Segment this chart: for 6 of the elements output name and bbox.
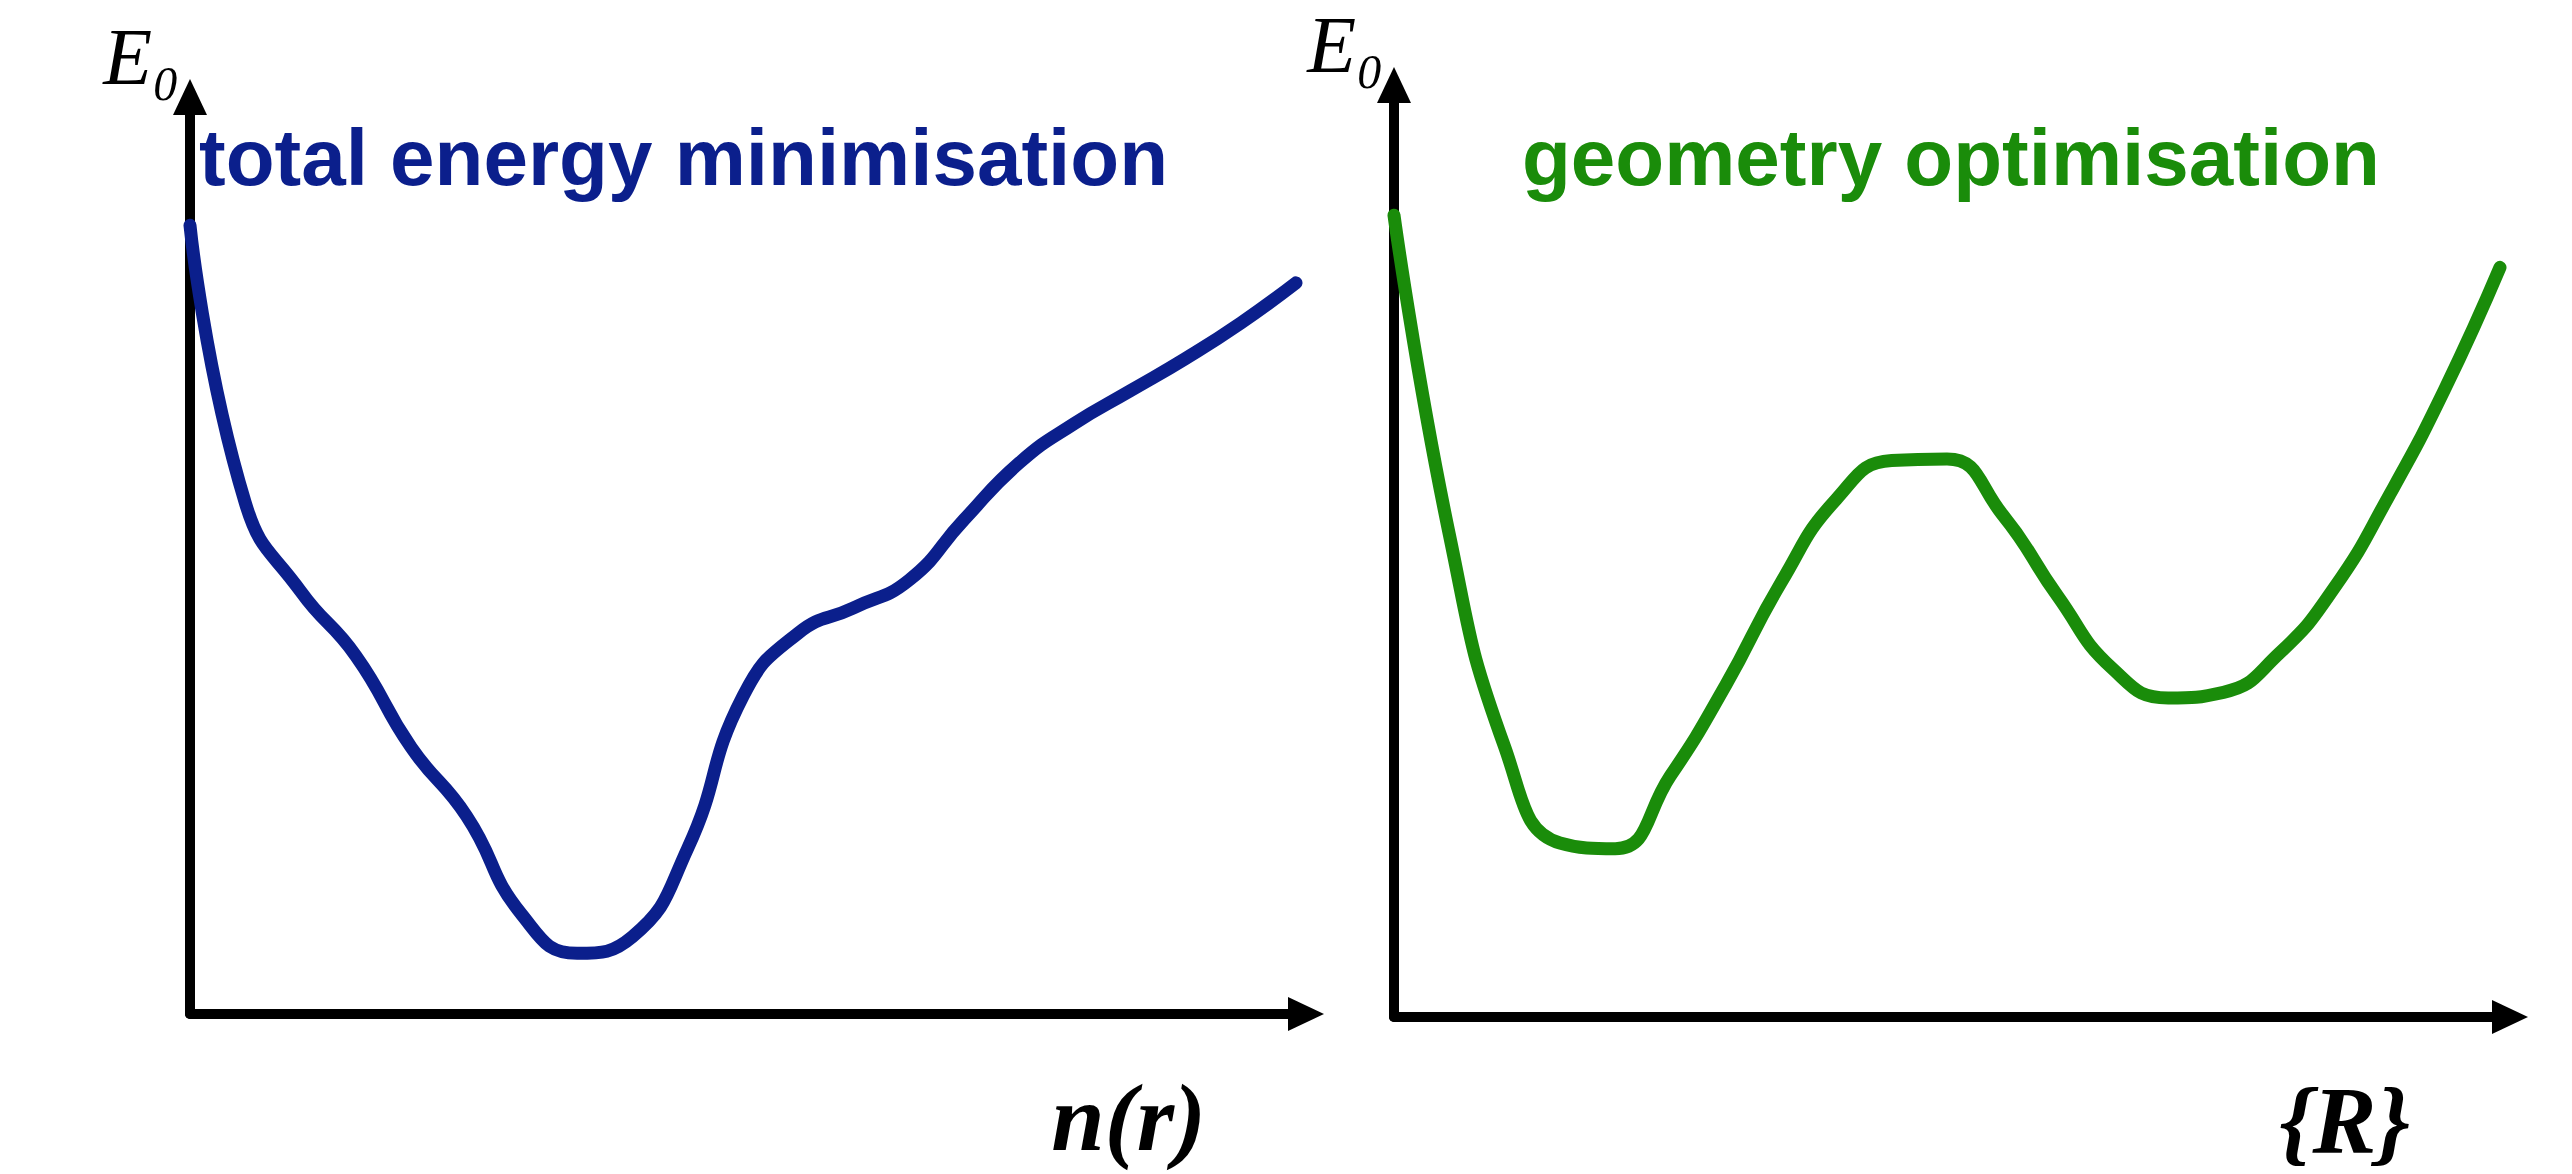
x-axis-title: n(r) [1051, 1063, 1206, 1171]
chart-title: geometry optimisation [1522, 112, 2380, 202]
x-axis-title: {R} [2279, 1066, 2410, 1174]
chart-title: total energy minimisation [199, 112, 1169, 202]
y-axis-title: E₀ [1306, 1, 1384, 89]
y-axis-title: E₀ [102, 13, 180, 101]
